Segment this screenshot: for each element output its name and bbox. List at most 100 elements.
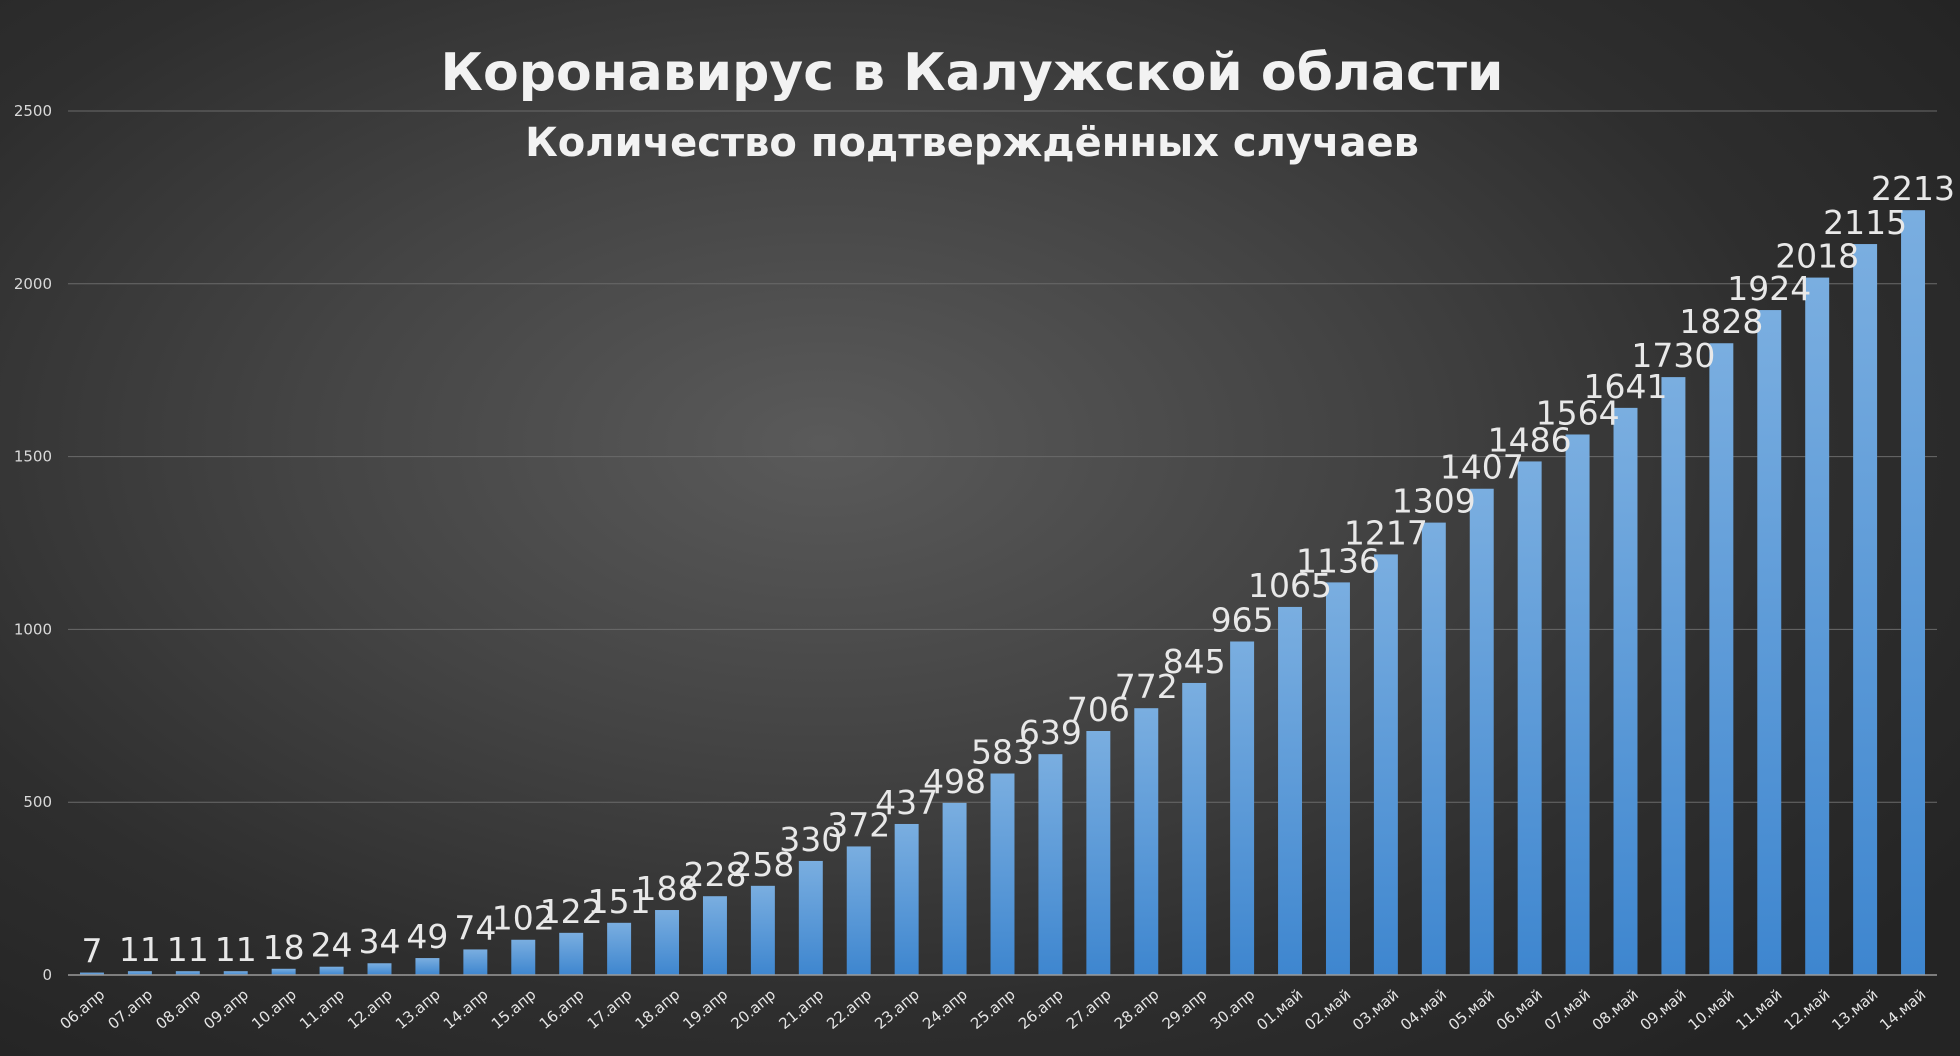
data-label: 1924 (1727, 269, 1811, 308)
y-tick-label: 2000 (14, 275, 52, 293)
x-tick-label: 18.апр (632, 985, 684, 1032)
bar (1613, 407, 1638, 976)
x-tick-label: 22.апр (823, 985, 875, 1032)
y-tick-label: 1500 (14, 448, 52, 466)
x-tick-label: 12.апр (344, 985, 396, 1032)
bar (846, 846, 871, 975)
x-tick-label: 01.май (1253, 985, 1306, 1034)
x-tick-label: 08.май (1589, 985, 1642, 1034)
bar (1757, 310, 1782, 975)
bar (702, 896, 727, 975)
y-tick-label: 1000 (14, 620, 52, 638)
bar (1661, 377, 1686, 975)
x-tick-label: 25.апр (967, 985, 1019, 1032)
bar (1709, 343, 1734, 976)
bar (1086, 731, 1111, 975)
data-label: 258 (731, 845, 794, 884)
bar (990, 773, 1015, 975)
bar (1517, 461, 1542, 976)
data-label: 1730 (1631, 336, 1715, 375)
bar (894, 823, 919, 975)
bar (463, 949, 488, 975)
x-tick-label: 12.май (1780, 985, 1833, 1034)
x-tick-label: 19.апр (680, 985, 732, 1032)
data-label: 11 (215, 930, 257, 969)
data-label: 228 (683, 855, 746, 894)
bar (175, 971, 200, 975)
x-tick-label: 13.апр (392, 985, 444, 1032)
bar (1182, 682, 1207, 975)
x-tick-label: 20.апр (727, 985, 779, 1032)
x-tick-label: 30.апр (1207, 985, 1259, 1032)
bar (1469, 488, 1494, 975)
data-label: 1407 (1440, 448, 1524, 487)
bar (1038, 754, 1063, 975)
data-label: 1564 (1536, 393, 1620, 432)
y-tick-label: 2500 (14, 102, 52, 120)
data-label: 49 (406, 917, 448, 956)
bar (1230, 641, 1255, 975)
x-tick-label: 08.апр (152, 985, 204, 1032)
y-axis-ticks: 0 500 1000 1500 2000 2500 (14, 102, 52, 984)
x-tick-label: 06.апр (57, 985, 109, 1032)
bar (798, 860, 823, 975)
x-tick-label: 09.апр (200, 985, 252, 1032)
x-tick-label: 29.апр (1159, 985, 1211, 1032)
x-tick-label: 13.май (1828, 985, 1881, 1034)
x-tick-label: 27.апр (1063, 985, 1115, 1032)
bar (607, 922, 632, 975)
bar (1325, 582, 1350, 975)
bar (127, 971, 152, 975)
bar (1565, 434, 1590, 976)
data-label: 772 (1115, 667, 1178, 706)
data-label: 1065 (1248, 566, 1332, 605)
x-tick-label: 04.май (1397, 985, 1450, 1034)
bar (367, 963, 392, 975)
bar (271, 968, 296, 975)
data-label: 437 (875, 783, 938, 822)
bar (223, 971, 248, 975)
data-label: 1136 (1296, 541, 1380, 580)
x-tick-label: 03.май (1349, 985, 1402, 1034)
data-label: 706 (1067, 690, 1130, 729)
x-tick-label: 07.май (1541, 985, 1594, 1034)
data-label: 330 (779, 820, 842, 859)
x-tick-label: 14.апр (440, 985, 492, 1032)
x-tick-label: 24.апр (919, 985, 971, 1032)
x-tick-label: 15.апр (488, 985, 540, 1032)
x-axis-ticks: 06.апр07.апр08.апр09.апр10.апр11.апр12.а… (57, 985, 1930, 1034)
x-tick-label: 23.апр (871, 985, 923, 1032)
x-tick-label: 28.апр (1111, 985, 1163, 1032)
bar (511, 939, 536, 975)
bar (655, 910, 680, 975)
chart-subtitle: Количество подтверждённых случаев (525, 120, 1419, 166)
x-tick-label: 26.апр (1015, 985, 1067, 1032)
data-label: 7 (81, 932, 102, 971)
data-label: 122 (540, 892, 603, 931)
bar (559, 932, 584, 975)
data-label: 1641 (1584, 367, 1668, 406)
data-label: 845 (1163, 642, 1226, 681)
data-labels: 7 11 11 11 18 24 34 49 7410212215118822825833037… (81, 169, 1955, 970)
data-label: 1309 (1392, 482, 1476, 521)
x-tick-label: 07.апр (104, 985, 156, 1032)
data-label: 2115 (1823, 203, 1907, 242)
data-label: 74 (454, 908, 496, 947)
data-label: 965 (1211, 600, 1274, 639)
bar (942, 802, 967, 975)
bar (1901, 210, 1926, 975)
x-tick-label: 11.май (1733, 985, 1786, 1034)
bars (79, 210, 1926, 976)
bar (1278, 606, 1303, 975)
bar (79, 972, 104, 975)
data-label: 34 (359, 922, 401, 961)
data-label: 2213 (1871, 169, 1955, 208)
bar (319, 966, 344, 975)
bar (415, 958, 440, 975)
data-label: 639 (1019, 713, 1082, 752)
data-label: 102 (492, 899, 555, 938)
x-tick-label: 02.май (1301, 985, 1354, 1034)
data-label: 583 (971, 733, 1034, 772)
